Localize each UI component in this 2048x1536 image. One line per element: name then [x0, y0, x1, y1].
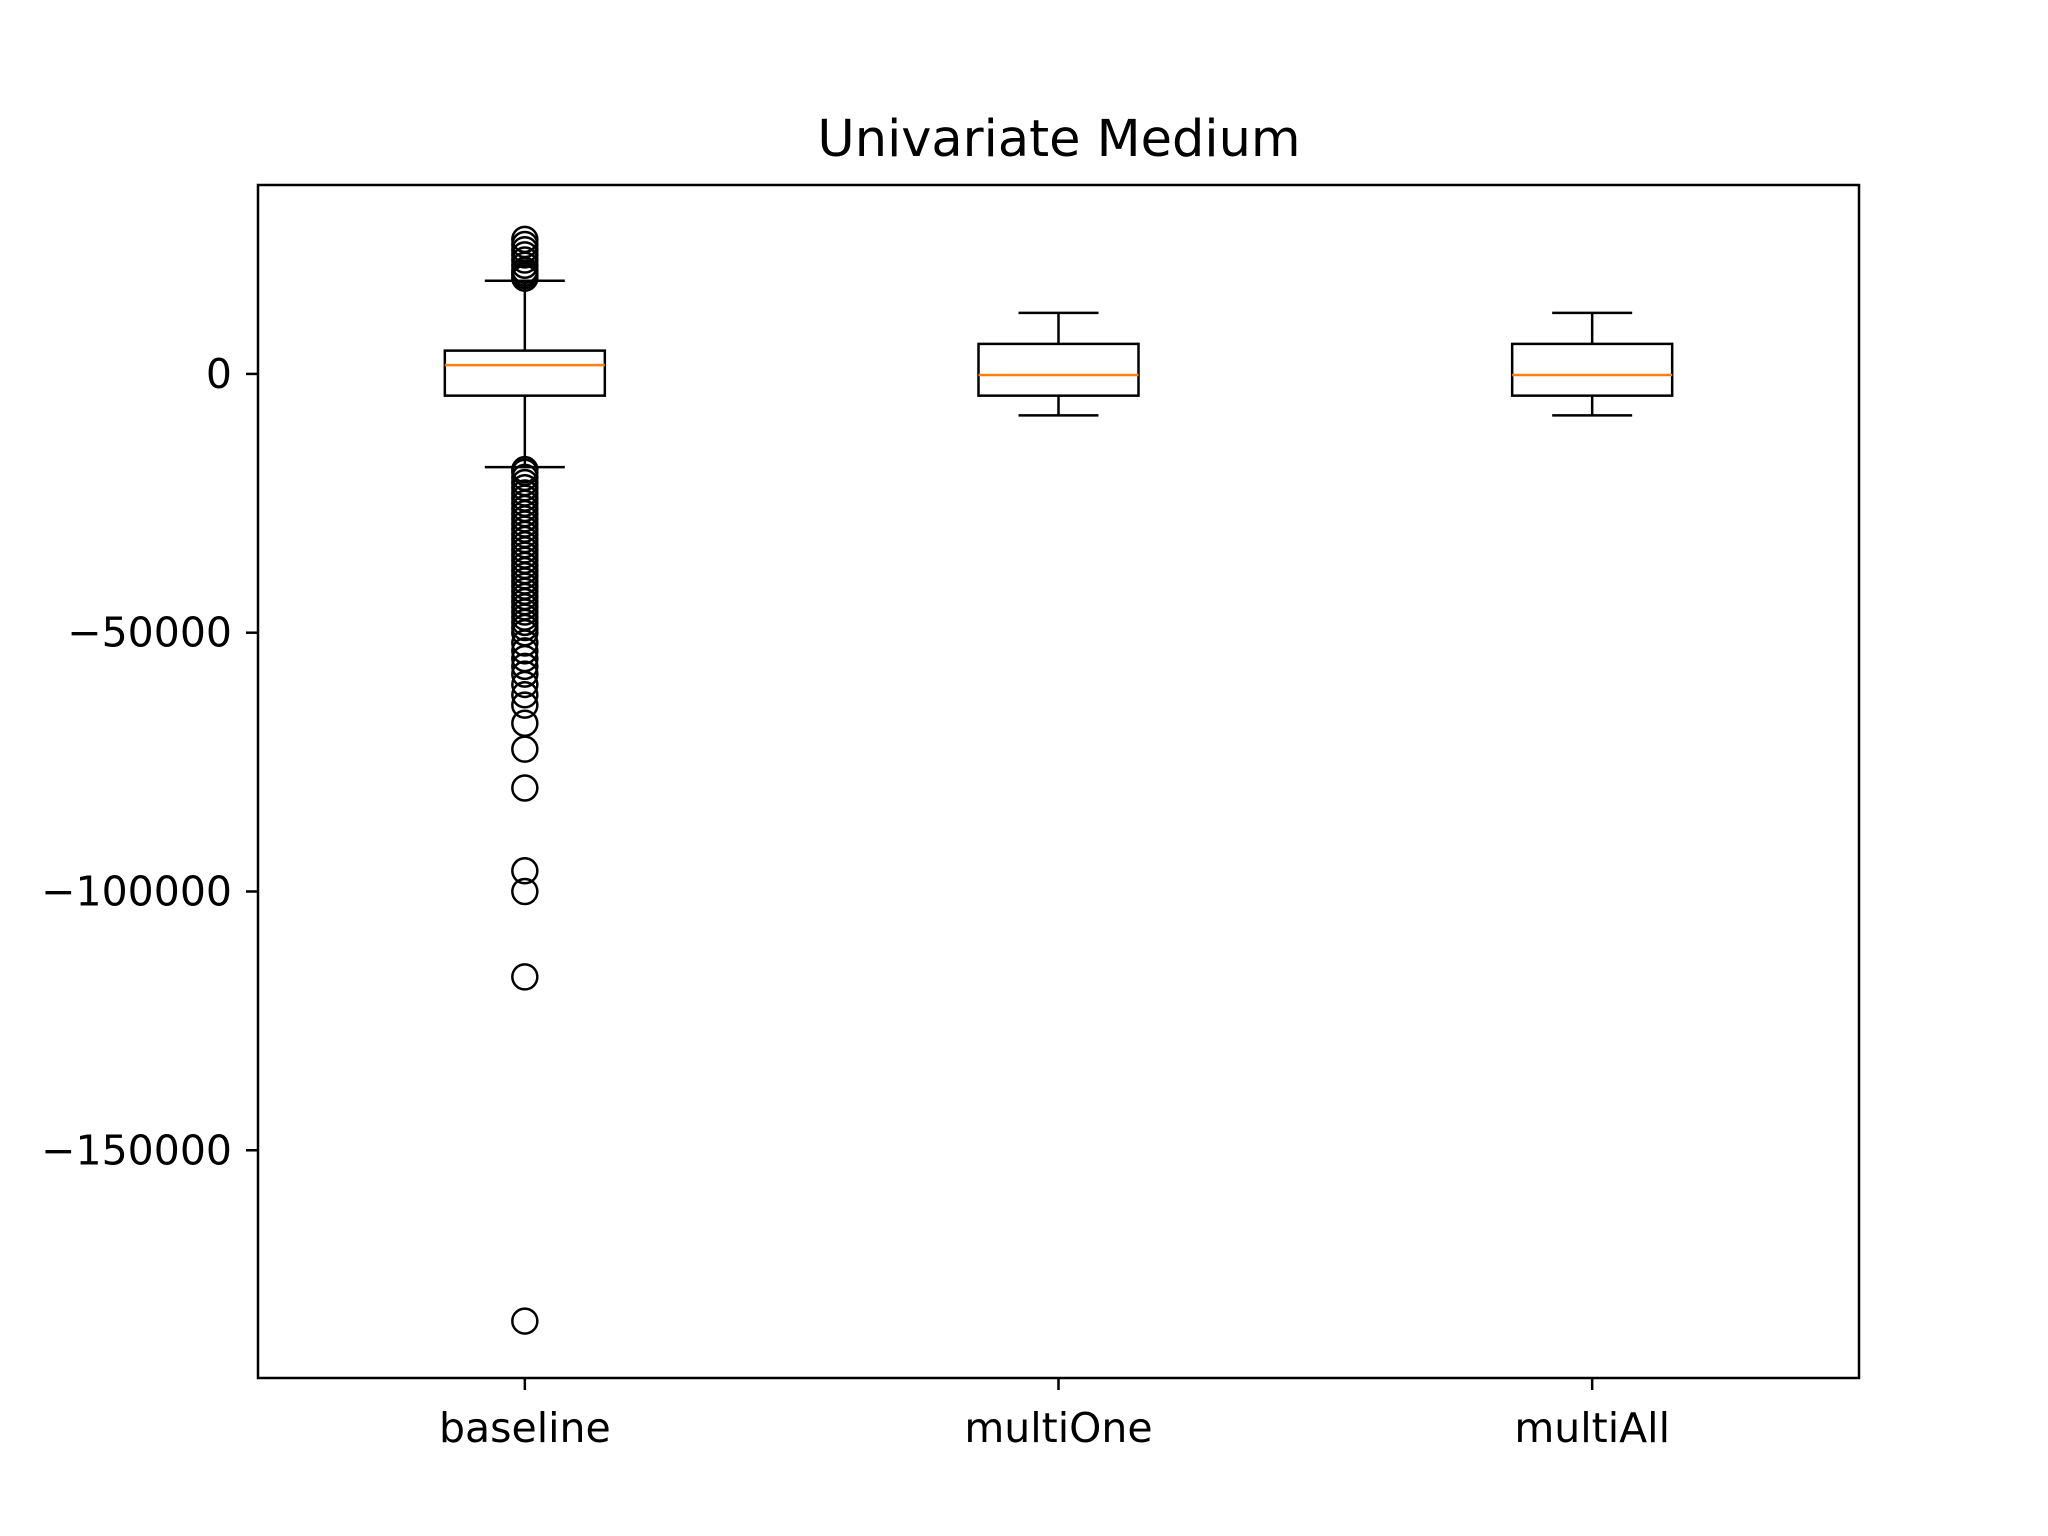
x-tick-label-multiAll: multiAll — [1514, 1404, 1670, 1452]
flier-point — [511, 1307, 539, 1335]
box-group-baseline — [443, 225, 607, 1335]
box-group-multiAll — [1510, 311, 1674, 417]
flier-point — [511, 681, 539, 709]
flier-point — [511, 774, 539, 802]
x-tick-label-baseline: baseline — [439, 1404, 611, 1452]
axes: 0 −50000 −100000 −150000 baseline multiOne mul… — [41, 350, 1670, 1452]
box-iqr — [1510, 342, 1674, 397]
flier-point — [511, 963, 539, 991]
flier-point — [511, 857, 539, 885]
y-tick-label: −100000 — [41, 867, 232, 915]
plot-area — [443, 225, 1674, 1335]
flier-point — [511, 691, 539, 719]
chart-title: Univariate Medium — [817, 110, 1300, 169]
y-tick-label: 0 — [206, 350, 232, 398]
flier-point — [511, 264, 539, 292]
axes-frame — [256, 183, 1861, 1380]
flier-point — [511, 670, 539, 699]
y-tick-label: −50000 — [67, 609, 232, 657]
flier-point — [511, 629, 539, 657]
flier-point — [511, 637, 539, 665]
flier-point — [511, 877, 539, 906]
y-tick-label: −150000 — [41, 1126, 232, 1174]
box-group-multiOne — [977, 311, 1140, 417]
box-iqr — [977, 342, 1140, 397]
x-tick-label-multiOne: multiOne — [964, 1404, 1152, 1452]
flier-point — [511, 652, 539, 681]
flier-point — [511, 735, 539, 763]
box-iqr — [443, 349, 607, 397]
flier-point — [511, 660, 539, 688]
